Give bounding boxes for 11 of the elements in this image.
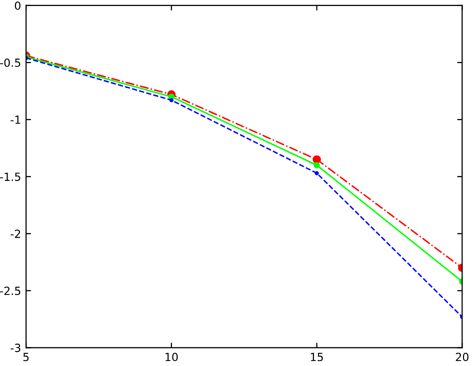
y-tick-label: -1 — [10, 116, 20, 124]
y-tick-label: 0 — [14, 1, 20, 10]
y-tick-label: -2 — [10, 230, 20, 238]
y-tick-label: -1.5 — [0, 172, 20, 181]
x-tick-label: 15 — [310, 352, 323, 362]
y-tick-label: -0.5 — [0, 58, 20, 67]
y-tick-label: -3 — [10, 344, 20, 352]
x-tick-label: 20 — [456, 352, 468, 362]
y-tick-label: -2.5 — [0, 286, 20, 296]
x-tick-label: 10 — [166, 352, 178, 362]
x-tick-label: 5 — [23, 352, 29, 362]
